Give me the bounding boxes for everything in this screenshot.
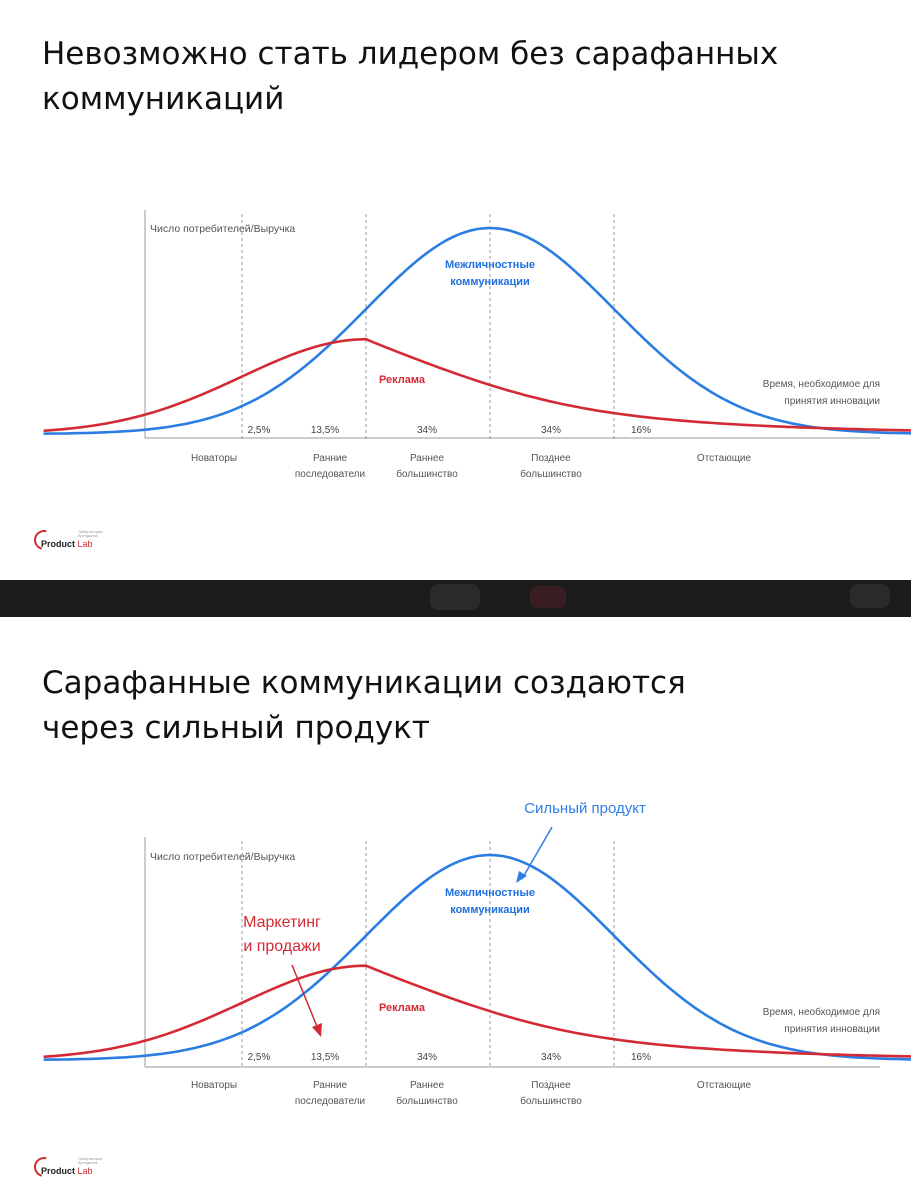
share-label-laggards: 16% bbox=[631, 425, 651, 436]
callout-arrow-marketing bbox=[291, 964, 319, 1030]
segment-label-early-adopters-1: Ранние bbox=[313, 1080, 348, 1091]
callout-arrow-product bbox=[521, 826, 553, 880]
y-axis-title: Число потребителей/Выручка bbox=[150, 223, 295, 235]
segment-label-innovators: Новаторы bbox=[191, 453, 237, 464]
slide-title: Сарафанные коммуникации создаются через … bbox=[42, 661, 862, 751]
logo-brand-suffix: Lab bbox=[77, 1166, 93, 1176]
segment-label-innovators: Новаторы bbox=[191, 1080, 237, 1091]
segment-label-late-majority-2: большинство bbox=[520, 1095, 582, 1107]
series-line-interpersonal bbox=[43, 853, 911, 1061]
share-label-late-majority: 34% bbox=[541, 1052, 561, 1063]
logo-brand-suffix: Lab bbox=[77, 539, 93, 549]
segment-label-late-majority-1: Позднее bbox=[531, 1080, 571, 1091]
share-label-early-majority: 34% bbox=[417, 1052, 437, 1063]
segment-label-laggards: Отстающие bbox=[697, 453, 752, 464]
segment-label-early-majority-1: Раннее bbox=[410, 1080, 445, 1091]
slide-1: Невозможно стать лидером без сарафанных … bbox=[0, 0, 911, 580]
series-label-interpersonal-2: коммуникации bbox=[450, 904, 530, 916]
product-lab-logo: Лаборатория брендинга Product Lab bbox=[30, 526, 114, 554]
segment-label-laggards: Отстающие bbox=[697, 1080, 752, 1091]
title-line-1: Невозможно стать лидером без сарафанных bbox=[42, 36, 779, 72]
divider-shape bbox=[850, 584, 890, 608]
adoption-chart: Число потребителей/Выручка Межличностные… bbox=[43, 210, 911, 480]
callout-marketing-2: и продажи bbox=[243, 938, 320, 955]
segment-label-early-majority-2: большинство bbox=[396, 1095, 458, 1107]
product-lab-logo: Лаборатория брендинга Product Lab bbox=[30, 1153, 114, 1181]
slide-2: Сарафанные коммуникации создаются через … bbox=[0, 617, 911, 1200]
segment-label-late-majority-2: большинство bbox=[520, 468, 582, 480]
title-line-2: коммуникаций bbox=[42, 81, 285, 117]
series-line-advertising bbox=[43, 964, 911, 1059]
logo-tagline: Лаборатория брендинга bbox=[78, 1156, 103, 1165]
x-axis-title-1: Время, необходимое для bbox=[763, 1006, 880, 1018]
share-label-innovators: 2,5% bbox=[248, 1052, 271, 1063]
logo-wordmark: Product Lab bbox=[41, 539, 93, 549]
segment-boundaries bbox=[241, 841, 615, 1066]
series-label-advertising: Реклама bbox=[379, 1002, 426, 1014]
segment-label-late-majority-1: Позднее bbox=[531, 453, 571, 464]
share-label-late-majority: 34% bbox=[541, 425, 561, 436]
title-line-2: через сильный продукт bbox=[42, 710, 430, 746]
logo-brand: Product bbox=[41, 539, 76, 549]
segment-label-early-adopters-1: Ранние bbox=[313, 453, 348, 464]
logo-tagline: Лаборатория брендинга bbox=[78, 529, 103, 538]
segment-label-early-adopters-2: последователи bbox=[295, 1096, 365, 1107]
series-line-interpersonal bbox=[43, 226, 911, 435]
callout-marketing-1: Маркетинг bbox=[243, 914, 321, 931]
logo-wordmark: Product Lab bbox=[41, 1166, 93, 1176]
slide-title: Невозможно стать лидером без сарафанных … bbox=[42, 32, 862, 122]
segment-label-early-adopters-2: последователи bbox=[295, 469, 365, 480]
share-label-early-adopters: 13,5% bbox=[311, 1052, 339, 1063]
series-label-interpersonal-1: Межличностные bbox=[445, 259, 535, 271]
series-label-interpersonal-1: Межличностные bbox=[445, 887, 535, 899]
share-label-early-adopters: 13,5% bbox=[311, 425, 339, 436]
adoption-chart: Число потребителей/Выручка Межличностные… bbox=[43, 800, 911, 1107]
segment-label-early-majority-1: Раннее bbox=[410, 453, 445, 464]
x-axis-title-2: принятия инновации bbox=[784, 396, 880, 407]
title-line-1: Сарафанные коммуникации создаются bbox=[42, 665, 686, 701]
series-label-advertising: Реклама bbox=[379, 374, 426, 386]
arrow-head-icon bbox=[312, 1023, 322, 1037]
arrow-head-icon bbox=[516, 871, 527, 883]
share-label-early-majority: 34% bbox=[417, 425, 437, 436]
logo-brand: Product bbox=[41, 1166, 76, 1176]
y-axis-title: Число потребителей/Выручка bbox=[150, 851, 295, 863]
divider-shape bbox=[430, 584, 480, 610]
x-axis-title-2: принятия инновации bbox=[784, 1024, 880, 1035]
series-line-advertising bbox=[43, 337, 911, 433]
segment-label-early-majority-2: большинство bbox=[396, 468, 458, 480]
callout-strong-product: Сильный продукт bbox=[524, 800, 646, 817]
share-label-innovators: 2,5% bbox=[248, 425, 271, 436]
slide-divider bbox=[0, 580, 911, 617]
segment-boundaries bbox=[241, 214, 615, 440]
share-label-laggards: 16% bbox=[631, 1052, 651, 1063]
x-axis-title-1: Время, необходимое для bbox=[763, 378, 880, 390]
divider-shape bbox=[530, 586, 566, 608]
series-label-interpersonal-2: коммуникации bbox=[450, 276, 530, 288]
